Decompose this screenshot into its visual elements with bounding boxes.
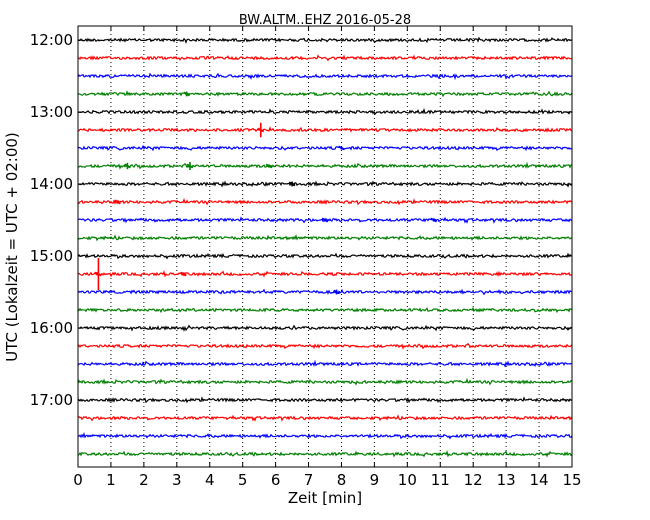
trace-1530 — [77, 288, 573, 296]
trace-1745 — [77, 450, 573, 458]
x-tick-label: 11 — [431, 471, 450, 489]
trace-1715 — [77, 414, 573, 422]
x-tick-label: 8 — [337, 471, 347, 489]
x-tick-label: 14 — [530, 471, 549, 489]
x-tick-label: 4 — [205, 471, 215, 489]
x-tick-label: 2 — [139, 471, 149, 489]
x-tick-label: 10 — [398, 471, 417, 489]
x-tick-label: 5 — [238, 471, 248, 489]
trace-1300 — [77, 107, 573, 116]
trace-1730 — [77, 431, 573, 440]
trace-1615 — [77, 342, 573, 350]
seismic-event-burst — [321, 217, 329, 223]
x-tick-label: 3 — [172, 471, 182, 489]
seismic-event-burst — [123, 163, 131, 169]
grid-lines — [110, 26, 540, 467]
seismic-event-burst — [338, 145, 345, 151]
trace-1330 — [77, 144, 573, 152]
x-tick-label: 15 — [562, 471, 581, 489]
x-tick-label: 13 — [497, 471, 516, 489]
trace-1700 — [77, 396, 573, 404]
x-tick-label: 0 — [73, 471, 83, 489]
seismic-event-burst — [265, 163, 273, 169]
seismic-event-burst — [288, 181, 296, 187]
seismic-event-burst — [114, 199, 121, 205]
seismic-event-burst — [333, 289, 340, 295]
trace-1600 — [77, 324, 573, 332]
trace-1245 — [77, 90, 573, 98]
seismic-event-burst — [179, 271, 187, 277]
x-tick-label: 1 — [106, 471, 116, 489]
y-tick-label: 16:00 — [30, 319, 73, 337]
trace-1200 — [77, 36, 573, 44]
trace-1415 — [77, 197, 573, 206]
trace-1215 — [77, 54, 573, 62]
trace-1545 — [77, 306, 573, 314]
trace-1345 — [77, 161, 573, 170]
traces — [77, 36, 573, 458]
trace-1630 — [77, 359, 573, 368]
x-tick-label: 12 — [464, 471, 483, 489]
trace-1315 — [77, 126, 573, 133]
chart-title: BW.ALTM..EHZ 2016-05-28 — [239, 13, 411, 28]
x-axis-label: Zeit [min] — [288, 489, 362, 507]
x-tick-label: 9 — [370, 471, 380, 489]
seismic-event-burst — [430, 217, 438, 223]
x-axis: 0 1 2 3 4 5 6 7 8 9 10 11 12 13 14 15 — [73, 26, 582, 489]
trace-1400 — [77, 180, 573, 188]
y-tick-label: 12:00 — [30, 31, 73, 49]
seismic-event-burst — [94, 271, 102, 277]
y-tick-label: 15:00 — [30, 247, 73, 265]
y-axis: 12:00 13:00 14:00 15:00 16:00 17:00 — [30, 31, 572, 409]
y-tick-label: 13:00 — [30, 103, 73, 121]
y-tick-label: 14:00 — [30, 175, 73, 193]
seismic-event-burst — [186, 163, 194, 169]
trace-1515 — [77, 270, 573, 278]
plot-frame — [77, 25, 573, 468]
seismic-event-burst — [183, 91, 191, 97]
trace-1645 — [77, 377, 573, 386]
y-tick-label: 17:00 — [30, 391, 73, 409]
trace-1445 — [77, 233, 573, 242]
x-tick-label: 6 — [271, 471, 281, 489]
trace-1230 — [77, 72, 573, 81]
trace-1500 — [77, 252, 573, 260]
y-axis-label: UTC (Lokalzeit = UTC + 02:00) — [3, 132, 21, 362]
x-tick-label: 7 — [304, 471, 314, 489]
seismic-event-burst — [257, 127, 265, 133]
